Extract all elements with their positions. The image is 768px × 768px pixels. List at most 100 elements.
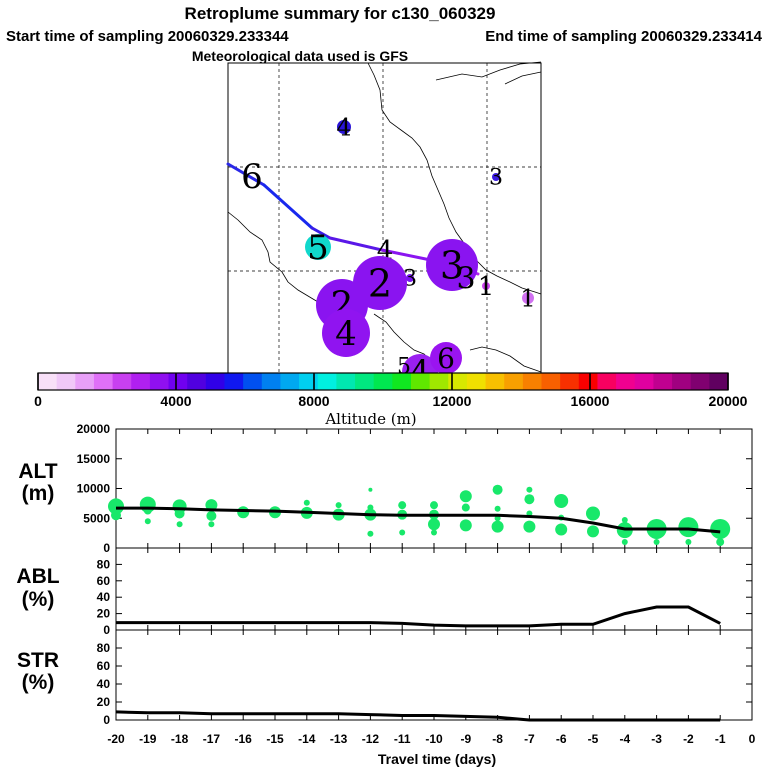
colorbar-swatch [75,373,95,390]
alt-plume-dot [206,510,217,521]
alt-plume-dot [459,519,472,532]
abl-ytick-label: 80 [97,557,111,571]
map-point-label: 3 [456,262,475,297]
colorbar-swatch [560,373,580,390]
colorbar-swatch [299,373,319,390]
alt-panel-label: ALT [18,460,57,483]
alt-plume-dot [335,502,342,509]
colorbar-swatch [205,373,226,390]
map-point-label: 1 [520,284,535,312]
colorbar-swatch [466,373,487,390]
abl-panel-frame [115,547,753,631]
alt-plume-dot [398,501,407,510]
x-tick-label: -9 [460,732,471,746]
map-point-label: 6 [437,342,455,375]
x-tick-label: -20 [107,732,125,746]
alt-plume-dot [174,508,185,519]
x-axis-title: Travel time (days) [378,751,496,767]
alt-plume-dot [491,520,504,533]
alt-plume-dot [678,517,699,538]
x-tick-label: -1 [715,732,726,746]
colorbar-swatch [634,373,655,390]
colorbar-swatch [392,373,412,390]
alt-plume-dot [303,499,310,506]
map-point-label: 4 [410,353,430,391]
map-point-label: 2 [368,261,392,305]
x-tick-label: -19 [139,732,157,746]
alt-plume-dot [399,529,406,536]
str-panel-label: STR [17,649,59,672]
colorbar-tick-label: 0 [34,393,42,409]
alt-mean-line [116,506,721,534]
str-ytick-label: 0 [103,713,110,727]
figure-title: Retroplume summary for c130_060329 [185,4,496,23]
timeseries-panels: ALT (m) ABL (%) STR (%) 0 5000 10000 15000 2… [16,422,755,746]
map-point-label: 1 [478,272,495,302]
colorbar-swatch [448,373,468,390]
alt-plume-dot [208,521,215,528]
alt-plume-dot [555,523,568,536]
map-point-marker [337,120,351,134]
map-point-marker [426,239,478,291]
alt-plume-dot [111,510,121,521]
colorbar-swatch [578,373,599,390]
x-tick-label: -4 [619,732,630,746]
colorbar-swatch [597,373,617,390]
alt-plume-dot [523,520,536,533]
alt-plume-dot [144,518,151,525]
x-tick-label: -3 [651,732,662,746]
alt-plume-dot [554,493,569,508]
colorbar-swatch [690,373,710,390]
colorbar-swatch [280,373,300,390]
alt-plume-dot [524,494,535,505]
colorbar-swatch [653,373,673,390]
x-tick-label: -14 [298,732,316,746]
x-tick-label: -17 [203,732,221,746]
alt-plume-dot [653,539,660,546]
x-tick-label: -16 [235,732,253,746]
colorbar-swatch [373,373,393,390]
alt-plume-dot [587,525,599,538]
start-time-label: Start time of sampling 20060329.233344 [6,28,289,45]
map-point-marker [406,274,414,282]
str-ytick-label: 60 [97,659,111,673]
colorbar-swatch [541,373,561,390]
colorbar-swatch [336,373,356,390]
colorbar-tick-label: 16000 [571,393,610,409]
str-ytick-label: 80 [97,641,111,655]
colorbar-swatch [131,373,151,390]
colorbar-tick-label: 12000 [433,393,472,409]
map-point-label: 4 [336,113,351,141]
alt-plume-dot [367,530,374,537]
alt-ytick-label: 20000 [77,422,111,436]
colorbar-tick-label: 20000 [709,393,748,409]
map-point-label: 3 [440,243,464,287]
alt-plume-dot [176,521,183,528]
map-point-label: 6 [241,157,263,197]
str-ytick-label: 40 [97,677,111,691]
colorbar-swatch [616,373,636,390]
alt-plume-dot [526,486,533,493]
abl-ytick-label: 0 [103,623,110,637]
x-tick-label: -10 [425,732,443,746]
colorbar-title: Altitude (m) [324,410,416,428]
alt-plume-dot [237,506,250,519]
colorbar-swatch [168,373,188,390]
alt-ytick-label: 5000 [83,511,110,525]
str-ytick-label: 20 [97,695,111,709]
x-tick-label: -18 [171,732,189,746]
alt-plume-dot [205,499,218,512]
map-point-marker [522,292,534,304]
x-tick-label: -8 [492,732,503,746]
x-tick-label: -7 [524,732,535,746]
colorbar-swatch [522,373,543,390]
colorbar-swatch [224,373,244,390]
abl-ytick-label: 60 [97,574,111,588]
alt-plume-dot [586,506,600,521]
alt-plume-dot [494,505,501,512]
map-point-marker [322,309,370,357]
str-panel-units: (%) [22,671,55,694]
map-frame [227,62,542,377]
colorbar-swatch [504,373,524,390]
